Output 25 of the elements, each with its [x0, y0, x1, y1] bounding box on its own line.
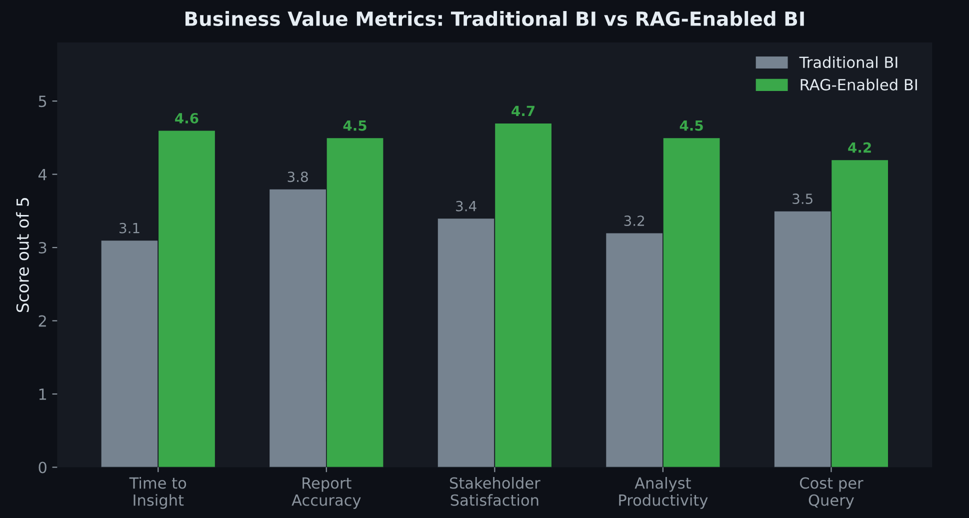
data-label: 3.5	[792, 194, 812, 204]
chart-title: Business Value Metrics: Traditional BI vs RAG-Enabled BI	[185, 11, 804, 26]
y-axis-title: Score out of 5	[16, 198, 29, 312]
y-tick-label: 5	[38, 96, 46, 108]
data-label: 4.5	[343, 120, 366, 131]
legend-label: RAG-Enabled BI	[800, 78, 917, 90]
data-label: 3.2	[624, 216, 644, 226]
y-tick-label: 1	[39, 388, 46, 400]
data-label: 4.7	[512, 106, 534, 116]
data-label: 3.4	[456, 200, 476, 212]
data-label: 4.2	[848, 142, 871, 153]
x-tick-label: Analyst Productivity	[619, 476, 708, 509]
data-label: 3.8	[288, 172, 308, 182]
x-tick-label: Time to Insight	[129, 476, 186, 509]
data-label: 3.1	[120, 222, 140, 234]
x-tick-label: Report Accuracy	[292, 477, 361, 509]
x-tick-label: Stakeholder Satisfaction	[450, 476, 540, 506]
y-tick-label: 0	[38, 462, 46, 474]
x-tick-label: Cost per Query	[800, 477, 864, 509]
data-label: 4.6	[175, 113, 198, 124]
legend-label: Traditional BI	[799, 56, 898, 68]
y-tick-label: 4	[38, 168, 47, 180]
data-label: 4.5	[680, 120, 703, 131]
y-tick-label: 2	[38, 315, 46, 327]
y-tick-label: 3	[38, 242, 46, 254]
